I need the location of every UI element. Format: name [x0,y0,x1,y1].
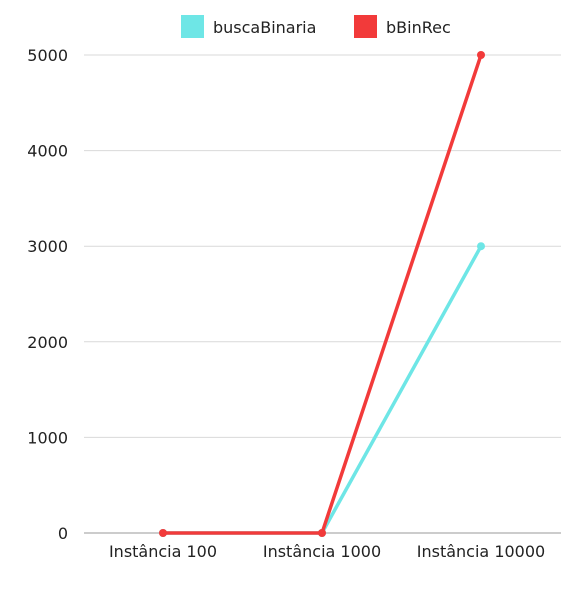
legend-swatch-bBinRec [354,15,377,38]
legend-label-buscaBinaria: buscaBinaria [213,18,316,37]
y-tick-label: 2000 [27,333,68,352]
x-tick-label: Instância 100 [109,542,217,561]
data-point-bBinRec-0[interactable] [159,529,167,537]
series-line-bBinRec[interactable] [161,53,483,535]
x-tick-label: Instância 1000 [263,542,381,561]
legend-item-bBinRec[interactable]: bBinRec [354,15,451,38]
grid-lines [84,54,561,438]
legend-swatch-buscaBinaria [181,15,204,38]
y-axis: 0 1000 2000 3000 4000 5000 [27,46,68,543]
legend-label-bBinRec: bBinRec [386,18,451,37]
legend: buscaBinaria bBinRec [181,15,451,38]
y-tick-label: 0 [58,524,68,543]
x-tick-label: Instância 10000 [417,542,545,561]
y-tick-label: 3000 [27,237,68,256]
series-line-buscaBinaria[interactable] [161,244,483,535]
y-tick-label: 1000 [27,428,68,447]
x-axis: Instância 100 Instância 1000 Instância 100… [84,532,561,561]
plot-area [159,51,485,537]
data-point-buscaBinaria-2[interactable] [477,242,485,251]
data-point-bBinRec-2[interactable] [477,51,485,59]
legend-item-buscaBinaria[interactable]: buscaBinaria [181,15,316,38]
y-tick-label: 4000 [27,142,68,161]
data-point-bBinRec-1[interactable] [318,529,326,537]
y-tick-label: 5000 [27,46,68,65]
